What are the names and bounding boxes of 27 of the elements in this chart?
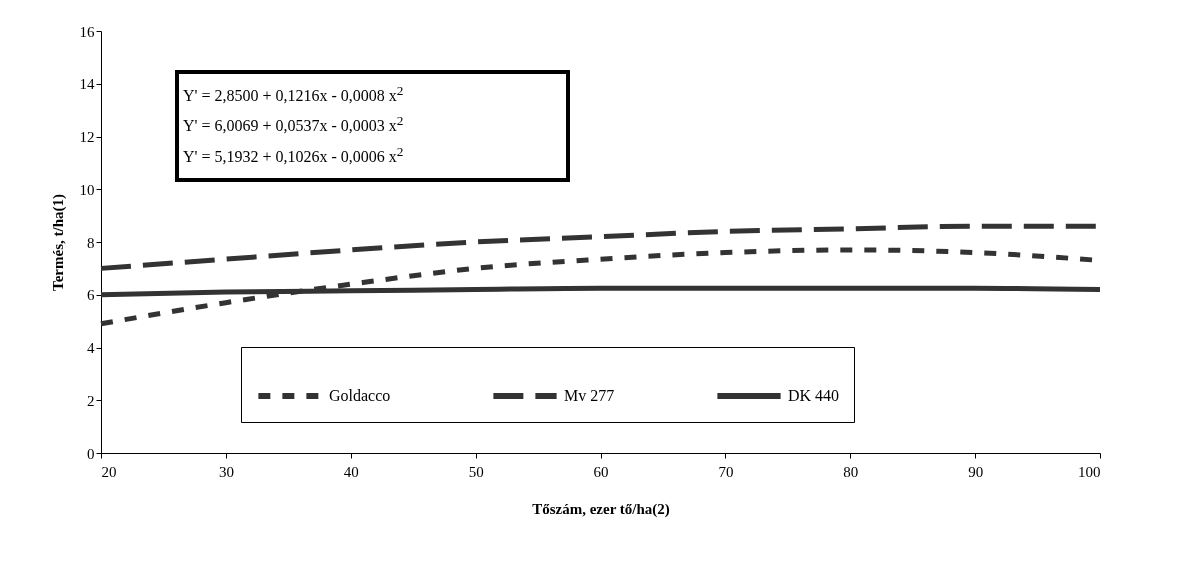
x-tick-label: 60: [593, 463, 609, 480]
y-tick-label: 0: [87, 445, 95, 462]
y-tick-label: 16: [79, 23, 95, 40]
equation-box: Y' = 2,8500 + 0,1216x - 0,0008 x$^{2}$ Y' = 6,0069 + 0,0537x - 0,0003 x$^{2}$ Y' = 5,1932 + 0,1026x - 0,0006 x$^{2}$: [175, 70, 570, 182]
x-tick-label: 70: [718, 463, 734, 480]
legend-label: Goldacco: [329, 387, 391, 404]
legend-label: DK 440: [788, 387, 840, 404]
annotation: Y' = 2,8500 + 0,1216x - 0,0008 x$^{2}$: [183, 82, 405, 107]
y-axis-title: Termés, t/ha(1): [49, 194, 67, 291]
y-tick-label: 2: [87, 392, 95, 409]
x-tick-label: 100: [1078, 463, 1101, 480]
y-tick-label: 4: [87, 340, 95, 356]
legend-label: Mv 277: [564, 387, 615, 404]
x-tick-label: 80: [843, 463, 859, 480]
annotation: Y' = 5,1932 + 0,1026x - 0,0006 x$^{2}$: [183, 142, 405, 167]
y-tick-label: 14: [79, 76, 95, 93]
x-tick-label: 20: [101, 463, 117, 480]
y-tick-label: 10: [79, 181, 95, 198]
x-axis-title: Tőszám, ezer tő/ha(2): [532, 500, 670, 518]
x-tick-label: 90: [968, 463, 984, 480]
x-tick-label: 50: [468, 463, 484, 480]
y-tick-label: 6: [87, 287, 95, 304]
y-tick-label: 8: [87, 234, 95, 251]
x-tick-label: 30: [218, 463, 234, 480]
y-tick-label: 12: [79, 129, 95, 145]
x-tick-label: 40: [343, 463, 359, 480]
annotation: Y' = 6,0069 + 0,0537x - 0,0003 x$^{2}$: [183, 112, 405, 137]
